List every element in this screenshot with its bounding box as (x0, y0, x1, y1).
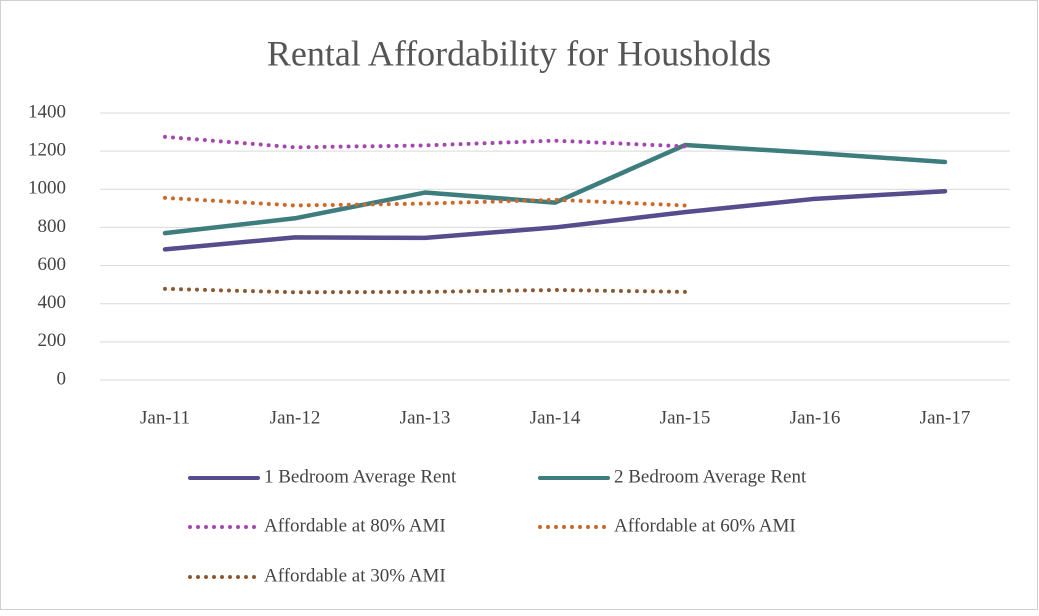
x-tick-label: Jan-13 (400, 407, 451, 428)
legend-label: Affordable at 60% AMI (614, 515, 796, 536)
series-line (162, 142, 948, 236)
y-tick-label: 1400 (28, 101, 66, 122)
y-tick-label: 600 (38, 254, 67, 275)
y-tick-label: 1000 (28, 178, 66, 199)
y-tick-label: 200 (38, 330, 67, 351)
y-tick-label: 0 (57, 368, 67, 389)
legend-label: Affordable at 30% AMI (264, 565, 446, 586)
series-line (163, 134, 687, 150)
series-line (163, 286, 687, 295)
x-tick-label: Jan-16 (790, 407, 841, 428)
series-line (163, 195, 687, 208)
chart-title: Rental Affordability for Housholds (267, 33, 771, 73)
y-tick-label: 400 (38, 292, 67, 313)
x-tick-label: Jan-12 (270, 407, 321, 428)
series-line (162, 188, 948, 252)
x-tick-label: Jan-17 (920, 407, 971, 428)
y-tick-label: 1200 (28, 140, 66, 161)
legend-label: 2 Bedroom Average Rent (614, 466, 807, 487)
legend-label: 1 Bedroom Average Rent (264, 466, 457, 487)
x-tick-label: Jan-11 (140, 407, 190, 428)
y-tick-label: 800 (38, 216, 67, 237)
legend-label: Affordable at 80% AMI (264, 515, 446, 536)
x-tick-label: Jan-14 (530, 407, 581, 428)
x-tick-label: Jan-15 (660, 407, 711, 428)
